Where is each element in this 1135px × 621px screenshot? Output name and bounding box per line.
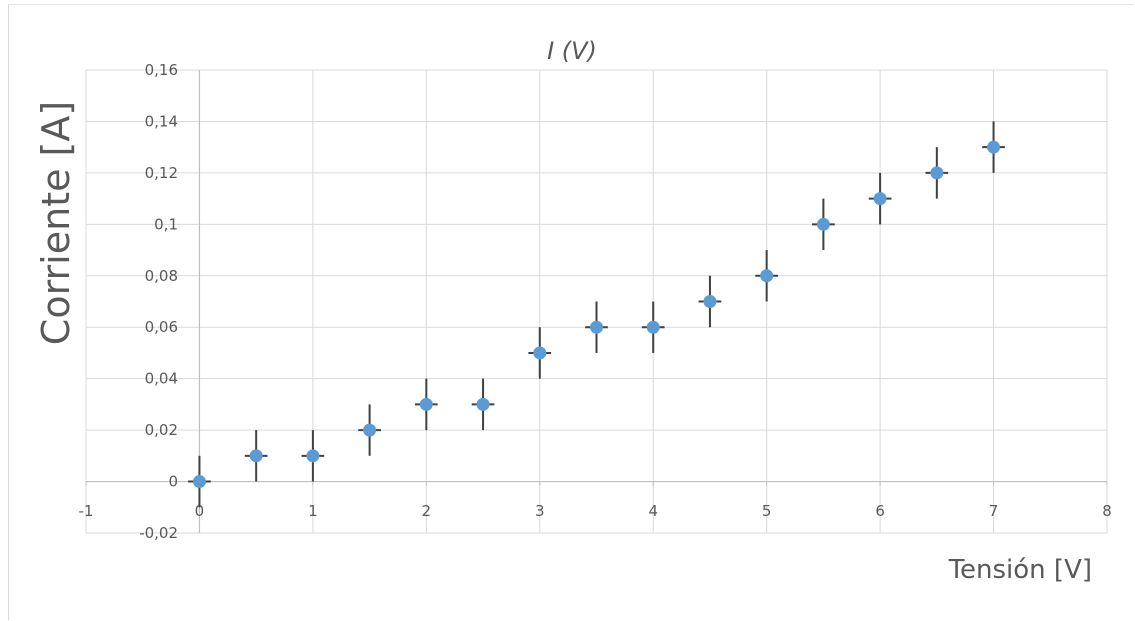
x-tick-label: 2: [422, 502, 432, 520]
data-point: [590, 320, 603, 334]
data-point: [760, 269, 774, 283]
y-tick-label: 0: [168, 473, 178, 491]
x-tick-label: 1: [308, 502, 318, 520]
data-points: [192, 140, 1001, 489]
data-point: [930, 166, 944, 180]
x-tick-label: -1: [79, 502, 94, 520]
data-point: [873, 192, 887, 206]
chart-frame: [8, 4, 1134, 620]
y-tick-label: 0,02: [145, 421, 178, 439]
data-point: [306, 449, 320, 463]
x-tick-label: 4: [648, 502, 658, 520]
x-tick-label: 5: [762, 502, 772, 520]
x-tick-labels: -1 0 1 2 3 4 5 6 7 8: [79, 502, 1112, 520]
data-point: [703, 295, 717, 308]
data-point: [476, 397, 490, 411]
data-point: [816, 217, 830, 231]
y-tick-labels: -0,02 0 0,02 0,04 0,06 0,08 0,1 0,12 0,14 0,16: [139, 61, 178, 542]
x-tick-label: 0: [195, 502, 205, 520]
y-tick-label: 0,1: [154, 215, 178, 233]
y-tick-label: 0,04: [145, 370, 178, 388]
y-tick-label: 0,14: [145, 112, 178, 130]
x-tick-label: 6: [875, 502, 885, 520]
y-tick-label: 0,16: [145, 61, 178, 79]
data-point: [987, 140, 1001, 154]
y-tick-label: 0,12: [145, 164, 178, 182]
x-axis-label: Tensión [V]: [948, 555, 1092, 585]
y-tick-label: 0,06: [145, 318, 178, 336]
x-tick-label: 8: [1102, 502, 1112, 520]
data-point: [192, 475, 206, 489]
x-tick-label: 7: [989, 502, 999, 520]
chart-title: I (V): [547, 37, 597, 65]
y-axis-label: Corriente [A]: [34, 101, 78, 345]
y-tick-label: 0,08: [145, 267, 178, 285]
data-point: [363, 423, 377, 437]
x-tick-label: 3: [535, 502, 545, 520]
data-point: [533, 346, 547, 360]
data-point: [419, 397, 433, 411]
y-tick-label: -0,02: [139, 524, 178, 542]
data-point: [646, 320, 660, 334]
data-point: [249, 449, 263, 463]
error-bars: [188, 121, 1005, 508]
